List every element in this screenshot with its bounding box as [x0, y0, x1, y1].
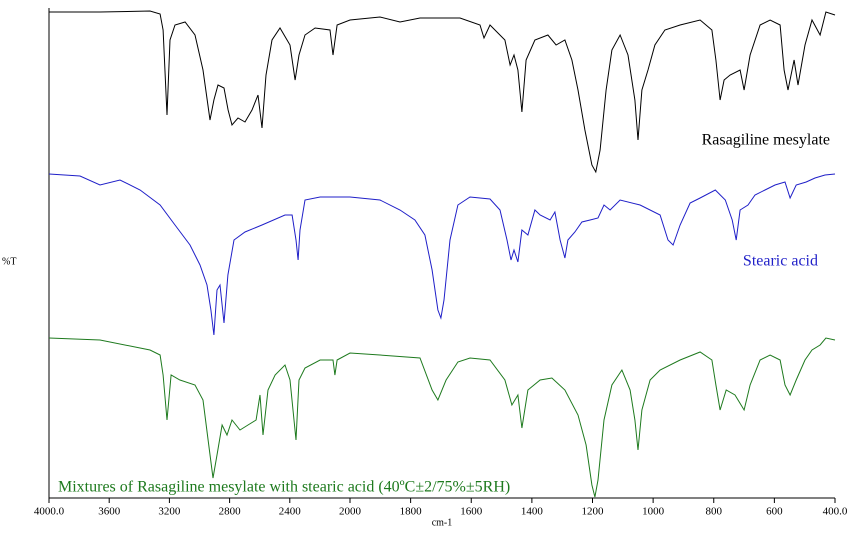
- x-axis-title: cm-1: [432, 517, 453, 528]
- spectrum-line: [48, 173, 836, 336]
- x-tick-label: 600: [766, 506, 783, 518]
- x-tick-label: 2800: [219, 506, 242, 518]
- series-label: Stearic acid: [743, 253, 818, 270]
- x-tick-label: 3200: [158, 506, 181, 518]
- x-tick-label: 400.0: [823, 506, 848, 518]
- x-tick-label: 2000: [339, 506, 362, 518]
- x-tick-label: 4000.0: [34, 506, 65, 518]
- series-label: Rasagiline mesylate: [702, 132, 830, 149]
- x-tick-label: 1400: [521, 506, 544, 518]
- x-tick-label: 800: [706, 506, 723, 518]
- spectrum-line: [48, 337, 836, 498]
- x-tick-label: 1000: [642, 506, 665, 518]
- x-tick-label: 1800: [400, 506, 423, 518]
- y-axis-title: %T: [2, 256, 16, 267]
- x-tick-label: 1200: [582, 506, 605, 518]
- x-tick-label: 3600: [98, 506, 121, 518]
- spectrum-line: [49, 10, 836, 174]
- series-label: Mixtures of Rasagiline mesylate with ste…: [58, 479, 510, 496]
- x-tick-label: 2400: [279, 506, 302, 518]
- x-tick-label: 1600: [460, 506, 483, 518]
